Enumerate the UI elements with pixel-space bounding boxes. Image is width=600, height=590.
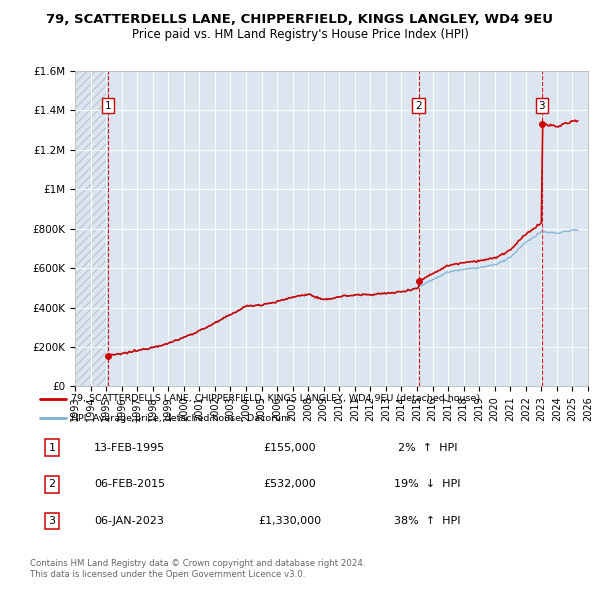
Text: 79, SCATTERDELLS LANE, CHIPPERFIELD, KINGS LANGLEY, WD4 9EU (detached house): 79, SCATTERDELLS LANE, CHIPPERFIELD, KIN… xyxy=(71,395,481,404)
Text: £155,000: £155,000 xyxy=(263,443,316,453)
Text: 2: 2 xyxy=(415,100,422,110)
Text: 1: 1 xyxy=(49,443,56,453)
Text: Contains HM Land Registry data © Crown copyright and database right 2024.: Contains HM Land Registry data © Crown c… xyxy=(30,559,365,568)
Text: 06-FEB-2015: 06-FEB-2015 xyxy=(94,480,165,489)
Text: This data is licensed under the Open Government Licence v3.0.: This data is licensed under the Open Gov… xyxy=(30,571,305,579)
Text: 2: 2 xyxy=(49,480,56,489)
Text: HPI: Average price, detached house, Dacorum: HPI: Average price, detached house, Daco… xyxy=(71,414,291,422)
Text: 13-FEB-1995: 13-FEB-1995 xyxy=(94,443,165,453)
Text: 06-JAN-2023: 06-JAN-2023 xyxy=(94,516,164,526)
Text: Price paid vs. HM Land Registry's House Price Index (HPI): Price paid vs. HM Land Registry's House … xyxy=(131,28,469,41)
Text: £1,330,000: £1,330,000 xyxy=(258,516,321,526)
Text: 79, SCATTERDELLS LANE, CHIPPERFIELD, KINGS LANGLEY, WD4 9EU: 79, SCATTERDELLS LANE, CHIPPERFIELD, KIN… xyxy=(47,13,554,26)
Text: 1: 1 xyxy=(104,100,111,110)
Text: 3: 3 xyxy=(49,516,56,526)
Text: 38%  ↑  HPI: 38% ↑ HPI xyxy=(394,516,461,526)
Text: 3: 3 xyxy=(539,100,545,110)
Text: 19%  ↓  HPI: 19% ↓ HPI xyxy=(394,480,461,489)
Text: £532,000: £532,000 xyxy=(263,480,316,489)
Text: 2%  ↑  HPI: 2% ↑ HPI xyxy=(398,443,457,453)
